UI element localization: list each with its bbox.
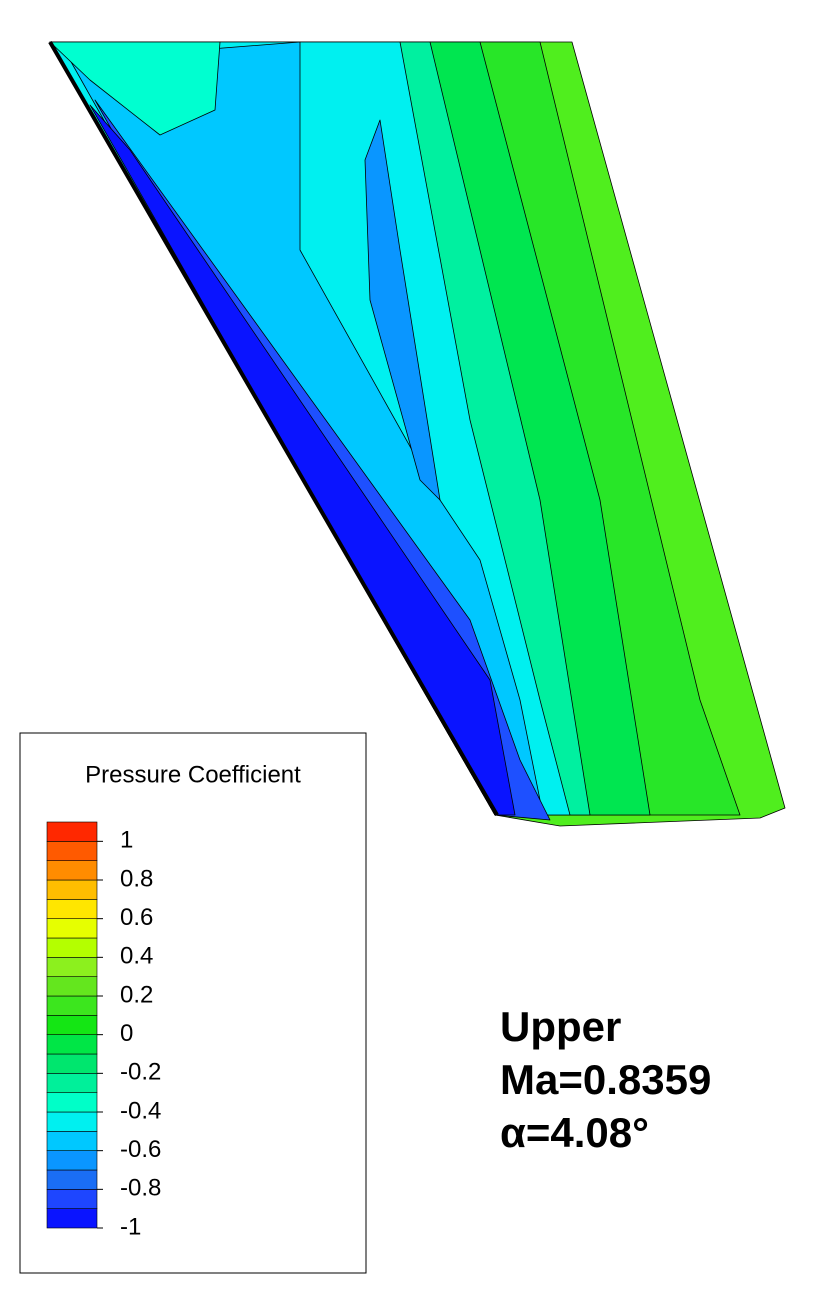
colorbar-band xyxy=(46,899,98,919)
colorbar-band xyxy=(46,1092,98,1113)
legend-title: Pressure Coefficient xyxy=(85,761,301,788)
wing-surface xyxy=(48,40,786,827)
colorbar-tick-label: -0.2 xyxy=(120,1059,161,1086)
colorbar-band xyxy=(46,1169,98,1190)
contour-region xyxy=(364,119,441,501)
contour-region xyxy=(49,41,221,136)
colorbar-tick-label: -0.4 xyxy=(120,1097,161,1124)
colorbar-tick-label: 0.8 xyxy=(120,865,153,892)
colorbar-tick-label: -1 xyxy=(120,1213,141,1240)
colorbar-tick-label: 0 xyxy=(120,1020,133,1047)
colorbar-band xyxy=(46,1131,98,1151)
colorbar-band xyxy=(46,1150,98,1171)
annotation: Upper xyxy=(500,1003,621,1050)
annotation: α=4.08° xyxy=(500,1109,649,1156)
colorbar-band xyxy=(46,1208,98,1229)
colorbar-band xyxy=(46,879,98,900)
colorbar-tick-label: 0.4 xyxy=(120,943,153,970)
colorbar-band xyxy=(46,1015,98,1035)
colorbar-band xyxy=(46,1111,98,1132)
colorbar-band xyxy=(46,1053,98,1074)
colorbar-band xyxy=(46,1073,98,1093)
annotation: Ma=0.8359 xyxy=(500,1056,711,1103)
colorbar-tick-label: 1 xyxy=(120,827,133,854)
colorbar-band xyxy=(46,821,98,842)
colorbar-band xyxy=(46,937,98,958)
colorbar-band xyxy=(46,841,98,861)
colorbar-band xyxy=(46,1189,98,1209)
colorbar-tick-label: -0.8 xyxy=(120,1175,161,1202)
colorbar-band xyxy=(46,995,98,1016)
colorbar-band xyxy=(46,976,98,997)
colorbar-tick-label: -0.6 xyxy=(120,1136,161,1163)
colorbar-tick-label: 0.6 xyxy=(120,904,153,931)
colorbar-tick-label: 0.2 xyxy=(120,981,153,1008)
colorbar-band xyxy=(46,957,98,977)
leading-edge xyxy=(48,40,499,817)
colorbar-band xyxy=(46,860,98,881)
colorbar-band xyxy=(46,1034,98,1055)
colorbar-band xyxy=(46,918,98,939)
